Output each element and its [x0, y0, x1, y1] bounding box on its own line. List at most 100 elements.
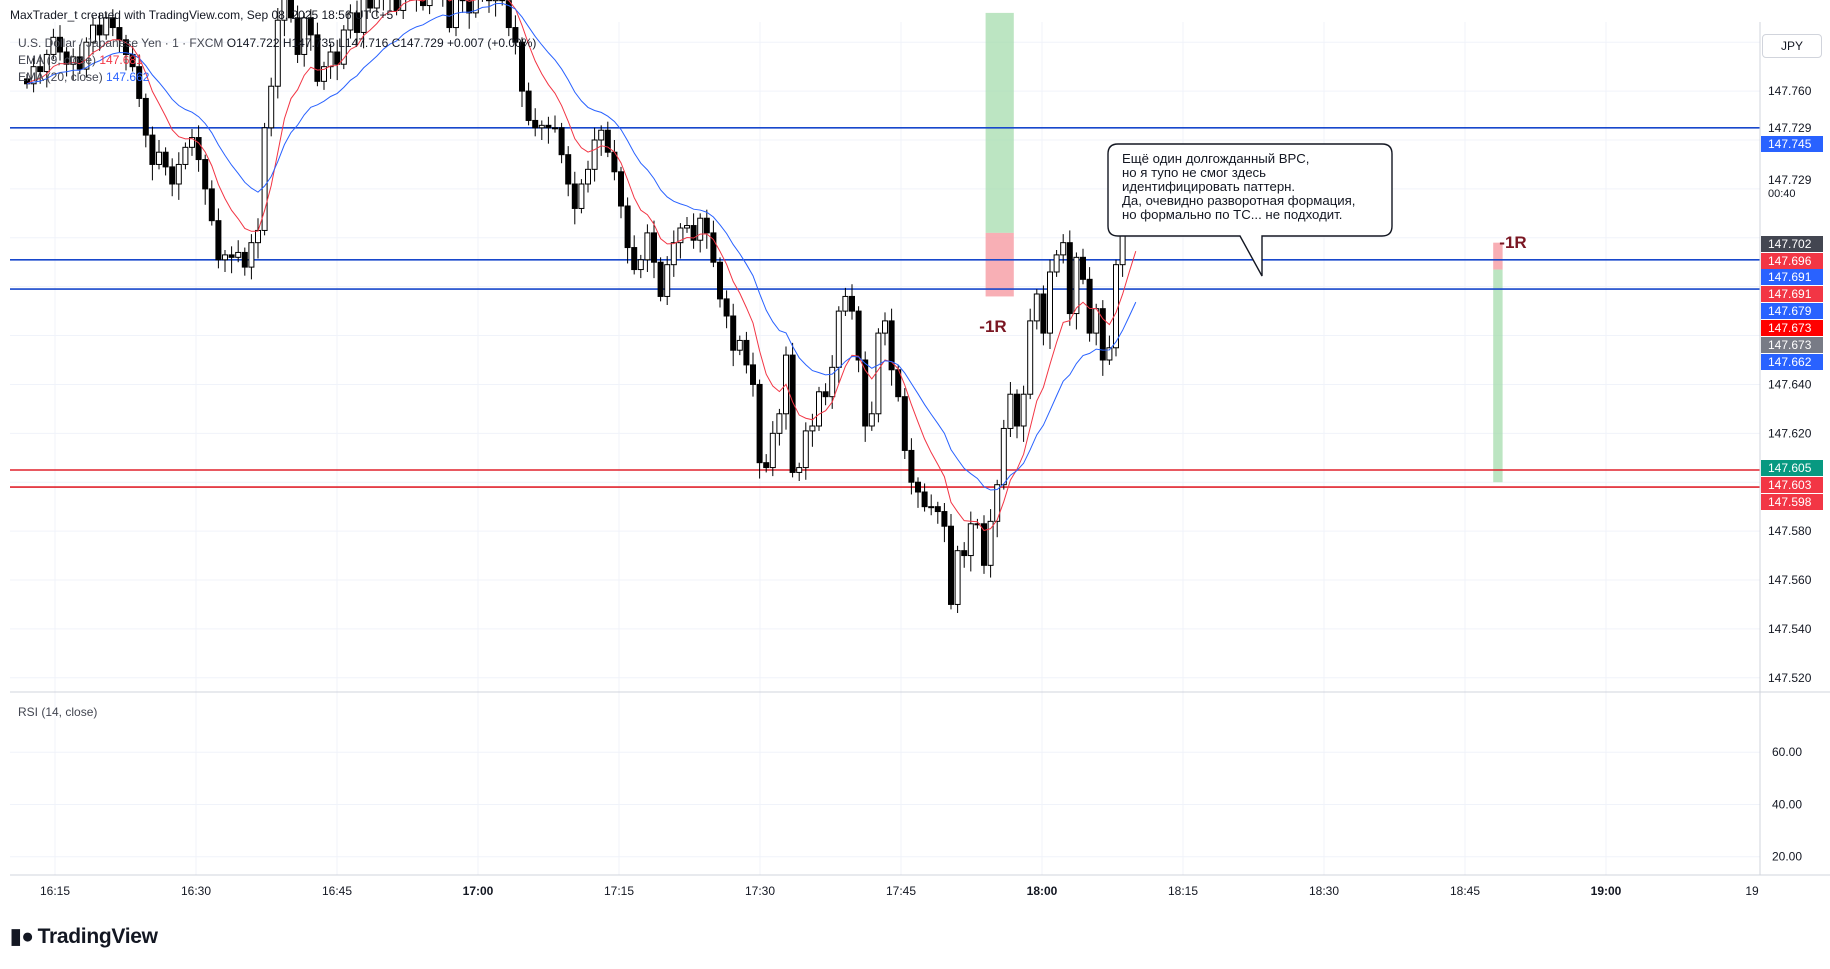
- price-label-bg: [1761, 286, 1823, 302]
- candle-body: [499, 0, 506, 2]
- candle-body: [360, 0, 367, 33]
- candle-body: [426, 0, 433, 7]
- candle-body: [928, 506, 935, 509]
- candle-body: [776, 413, 783, 434]
- candle-body: [842, 295, 849, 312]
- candle-body: [340, 29, 347, 65]
- stop-zone: [1493, 242, 1503, 270]
- rsi-legend[interactable]: RSI (14, close): [18, 705, 98, 719]
- candle-body: [492, 0, 499, 2]
- price-label-bg: [1761, 354, 1823, 370]
- candle-body: [921, 491, 928, 508]
- candle-body: [822, 391, 829, 398]
- r-marker-1: -1R: [979, 317, 1006, 336]
- price-label: 147.605: [1768, 461, 1812, 475]
- candle-body: [1000, 427, 1007, 486]
- candle-body: [373, 0, 380, 9]
- candle-body: [908, 449, 915, 483]
- candle-body: [288, 0, 294, 19]
- candle-body: [967, 523, 974, 557]
- countdown-label: 00:40: [1768, 188, 1796, 200]
- candle-body: [743, 339, 750, 366]
- candle-body: [941, 511, 948, 527]
- candle-body: [1027, 320, 1034, 395]
- price-labels: 147.745 147.729 147.702 147.696 147.691 147.6…: [1761, 136, 1823, 510]
- candle-body: [882, 320, 888, 334]
- candle-body: [255, 229, 261, 244]
- candle-body: [934, 506, 941, 513]
- candle-body: [228, 254, 235, 258]
- time-tick-label: 18:30: [1309, 884, 1339, 898]
- candle-body: [598, 129, 605, 141]
- candle-body: [136, 66, 143, 99]
- candle-body: [109, 17, 116, 29]
- price-tick-label: 147.520: [1768, 671, 1812, 685]
- time-tick-label: 16:15: [40, 884, 70, 898]
- ema-fast-label: EMA (9, close): [18, 53, 97, 67]
- candle-body: [281, 0, 288, 21]
- candle-body: [670, 242, 677, 266]
- time-tick-label: 17:30: [745, 884, 775, 898]
- candle-body: [855, 310, 862, 361]
- candle-body: [750, 364, 756, 385]
- candle-body: [90, 24, 96, 43]
- price-label-bg: [1761, 236, 1823, 252]
- price-label-bg: [1761, 477, 1823, 493]
- candle-body: [149, 134, 156, 165]
- candle-body: [657, 261, 664, 297]
- candle-body: [585, 168, 591, 185]
- currency-button[interactable]: JPY: [1762, 34, 1822, 58]
- tradingview-logo-icon: ▮●: [10, 925, 34, 948]
- tradingview-logo[interactable]: ▮● TradingView: [10, 924, 158, 949]
- candle-body: [664, 264, 671, 297]
- candle-body: [314, 34, 321, 82]
- tradingview-logo-text: TradingView: [37, 925, 158, 948]
- price-tick-label: 147.560: [1768, 573, 1812, 587]
- symbol-legend: U.S. Dollar / Japanese Yen · 1 · FXCM O1…: [18, 36, 536, 50]
- candle-body: [901, 396, 908, 451]
- symbol-name[interactable]: U.S. Dollar / Japanese Yen · 1 · FXCM: [18, 36, 224, 50]
- candle-body: [294, 17, 301, 55]
- price-label: 147.702: [1768, 237, 1812, 251]
- candle-body: [789, 354, 796, 473]
- candle-body: [525, 90, 532, 121]
- candle-body: [954, 550, 961, 605]
- candle-body: [532, 119, 539, 129]
- candle-body: [1093, 308, 1100, 334]
- r-marker-2: -1R: [1499, 233, 1526, 252]
- candle-body: [1020, 393, 1027, 427]
- candle-body: [565, 154, 572, 185]
- candle-body: [486, 0, 492, 2]
- candle-body: [393, 0, 400, 11]
- candle-body: [677, 227, 684, 244]
- candle-body: [618, 171, 624, 207]
- candle-body: [717, 261, 723, 300]
- candle-body: [591, 139, 598, 170]
- candle-body: [202, 159, 209, 190]
- candle-body: [512, 27, 519, 43]
- candle-body: [1099, 308, 1106, 361]
- candle-body: [849, 295, 855, 312]
- candle-body: [1113, 264, 1119, 349]
- ema-fast-legend[interactable]: EMA (9, close) 147.681: [18, 53, 143, 67]
- candle-body: [545, 124, 552, 129]
- ema-slow-legend[interactable]: EMA (20, close) 147.662: [18, 70, 149, 84]
- candle-body: [981, 523, 987, 566]
- time-tick-label: 17:15: [604, 884, 634, 898]
- time-tick-label: 16:30: [181, 884, 211, 898]
- target-zone: [985, 12, 1014, 233]
- price-tick-label: 147.760: [1768, 84, 1812, 98]
- axes: 147.780147.760147.729147.720147.640147.6…: [10, 22, 1830, 898]
- candle-body: [875, 332, 882, 415]
- candle-body: [809, 425, 816, 432]
- candle-body: [37, 66, 44, 73]
- annotation-callout[interactable]: Ещё один долгожданный ВРС, но я тупо не …: [1112, 144, 1382, 234]
- price-label: 147.745: [1768, 137, 1812, 151]
- candle-body: [1106, 347, 1113, 361]
- ema-fast-line: [26, 0, 1137, 532]
- price-label-bg: [1761, 136, 1823, 152]
- candle-body: [578, 183, 585, 209]
- candle-body: [552, 127, 558, 130]
